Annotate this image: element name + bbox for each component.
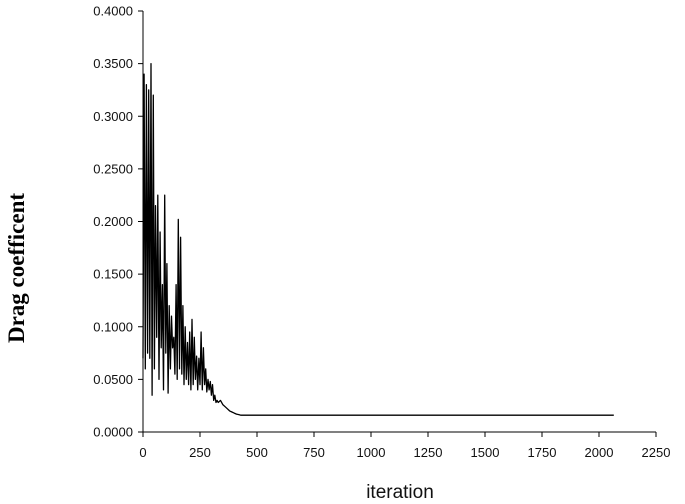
y-tick-label: 0.4000	[93, 4, 133, 19]
y-tick-label: 0.2000	[93, 214, 133, 229]
y-tick-label: 0.1000	[93, 319, 133, 334]
x-tick-label: 1500	[471, 445, 500, 460]
x-tick-label: 1750	[528, 445, 557, 460]
x-axis-label: iteration	[366, 482, 434, 503]
x-tick-label: 2000	[585, 445, 614, 460]
y-tick-label: 0.0000	[93, 425, 133, 440]
x-tick-label: 500	[246, 445, 268, 460]
x-tick-label: 1250	[414, 445, 443, 460]
plot-area: 0.0000 0.0500 0.1000 0.1500 0.2000 0.2500 0.30…	[93, 4, 670, 461]
y-tick-label: 0.3500	[93, 56, 133, 71]
x-tick-label: 1000	[357, 445, 386, 460]
x-tick-label: 250	[189, 445, 211, 460]
drag-coefficient-series-line	[142, 62, 614, 416]
y-tick-label: 0.0500	[93, 372, 133, 387]
x-tick-label: 0	[139, 445, 146, 460]
y-tick-label: 0.1500	[93, 267, 133, 282]
y-tick-label: 0.3000	[93, 109, 133, 124]
x-tick-label: 750	[303, 445, 325, 460]
x-tick-label: 2250	[642, 445, 671, 460]
y-axis-label: Drag coefficent	[4, 193, 29, 343]
y-tick-label: 0.2500	[93, 161, 133, 176]
